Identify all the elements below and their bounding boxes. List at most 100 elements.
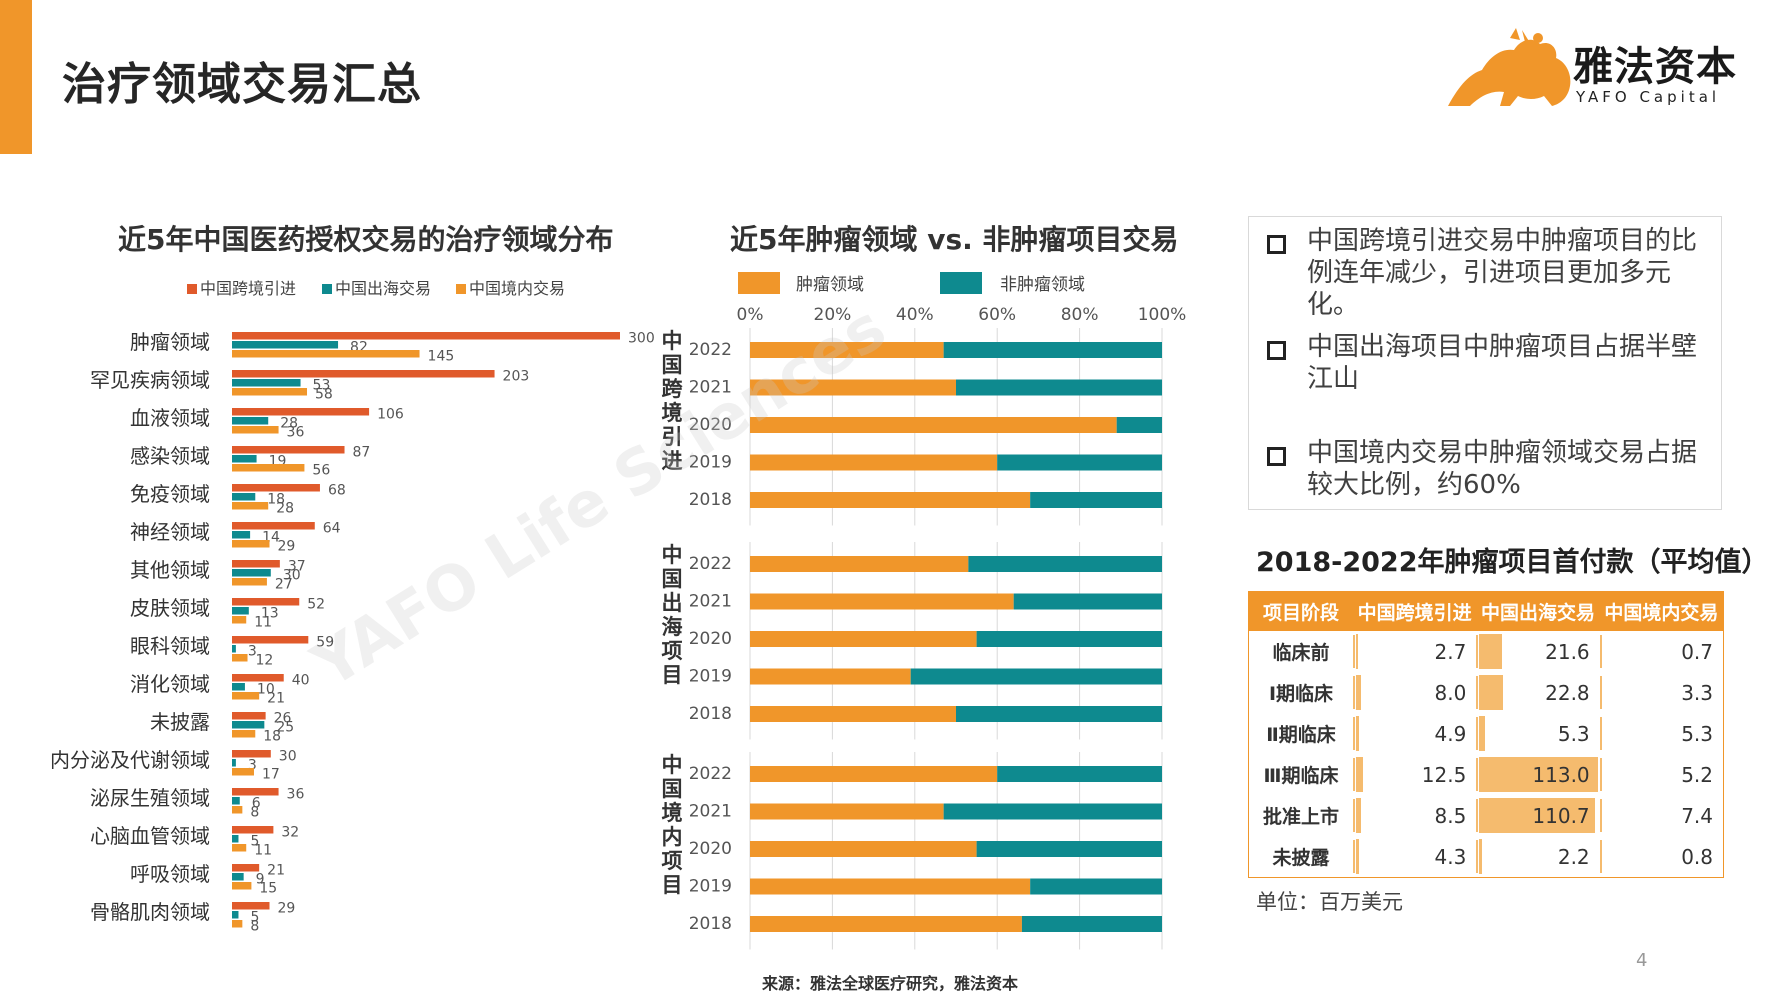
data-bar xyxy=(232,598,300,606)
data-label: 11 xyxy=(254,843,272,859)
data-label: 8 xyxy=(250,919,259,935)
data-bar xyxy=(232,607,249,615)
value-cell: 0.7 xyxy=(1599,631,1724,672)
category-label: 消化领域 xyxy=(130,672,210,696)
value-cell: 110.7 xyxy=(1476,795,1599,836)
table-header-cell: 项目阶段 xyxy=(1248,591,1353,631)
legend-label: 中国跨境引进 xyxy=(200,279,296,298)
cell-divider xyxy=(1476,717,1479,750)
data-bar xyxy=(1356,675,1361,710)
data-label: 37 xyxy=(288,559,306,575)
stage-cell: 未披露 xyxy=(1272,847,1330,869)
tumor-bar-segment xyxy=(750,878,1031,895)
data-bar xyxy=(1356,757,1364,792)
value-cell: 4.3 xyxy=(1353,836,1476,878)
tumor-bar-segment xyxy=(750,593,1014,610)
legend-swatch xyxy=(738,272,780,294)
group-label: 中国跨境引进 xyxy=(662,329,684,473)
tumor-bar-segment xyxy=(750,379,956,396)
non-tumor-bar-segment xyxy=(943,342,1162,358)
data-bar xyxy=(232,882,252,890)
non-tumor-bar-segment xyxy=(1013,593,1162,610)
non-tumor-bar-segment xyxy=(1030,878,1162,895)
cell-divider xyxy=(1353,717,1355,750)
data-bar xyxy=(232,408,370,416)
data-bar xyxy=(1356,798,1362,833)
data-bar xyxy=(232,730,256,738)
cell-divider xyxy=(1353,676,1355,709)
value-cell: 7.4 xyxy=(1599,795,1724,836)
data-label: 5 xyxy=(250,910,259,926)
data-bar xyxy=(232,911,239,919)
year-label: 2018 xyxy=(689,914,732,934)
value-text: 2.7 xyxy=(1434,639,1467,664)
non-tumor-bar-segment xyxy=(1030,492,1162,508)
data-label: 3 xyxy=(248,644,257,660)
table-title: 2018-2022年肿瘤项目首付款（平均值） xyxy=(1256,547,1769,578)
source-note: 来源：雅法全球医疗研究，雅法资本 xyxy=(762,974,1019,993)
year-label: 2021 xyxy=(689,802,732,822)
data-label: 29 xyxy=(278,901,296,917)
x-tick-label: 100% xyxy=(1138,305,1187,325)
cell-divider xyxy=(1599,758,1602,791)
title-accent-bar xyxy=(0,0,32,154)
unit-note: 单位：百万美元 xyxy=(1256,890,1403,914)
tumor-bar-segment xyxy=(750,492,1031,508)
value-text: 8.5 xyxy=(1434,803,1467,828)
non-tumor-bar-segment xyxy=(997,454,1162,471)
data-label: 3 xyxy=(248,758,257,774)
table-row: Ⅱ期临床 4.9 5.3 5.3 xyxy=(1249,713,1724,754)
data-bar xyxy=(232,768,254,776)
year-label: 2019 xyxy=(689,667,732,687)
group-label: 中国出海项目 xyxy=(662,543,683,687)
data-bar xyxy=(1479,716,1485,751)
data-label: 36 xyxy=(287,425,305,441)
key-findings-box: 中国跨境引进交易中肿瘤项目的比例连年减少，引进项目更加多元化。 中国出海项目中肿… xyxy=(1248,216,1722,510)
checkbox-square-icon xyxy=(1267,341,1286,360)
data-bar xyxy=(232,484,320,492)
year-label: 2019 xyxy=(689,453,732,473)
value-text: 21.6 xyxy=(1545,639,1590,664)
data-bar xyxy=(232,636,309,644)
data-label: 15 xyxy=(259,881,277,897)
data-bar xyxy=(232,540,270,548)
data-bar xyxy=(232,835,239,843)
data-label: 6 xyxy=(252,796,261,812)
tumor-bar-segment xyxy=(750,803,944,820)
table-header-row: 项目阶段 中国跨境引进 中国出海交易 中国境内交易 xyxy=(1248,591,1724,631)
data-label: 5 xyxy=(250,834,259,850)
value-text: 3.3 xyxy=(1681,680,1713,705)
data-label: 18 xyxy=(263,729,281,745)
page-number: 4 xyxy=(1636,950,1648,971)
upfront-payment-table: 项目阶段 中国跨境引进 中国出海交易 中国境内交易 临床前 2.7 21.6 0.7 Ⅰ… xyxy=(1248,591,1724,878)
tumor-bar-segment xyxy=(750,841,977,857)
data-label: 8 xyxy=(250,805,259,821)
value-cell: 5.3 xyxy=(1599,713,1724,754)
data-bar xyxy=(232,379,301,387)
value-text: 113.0 xyxy=(1532,762,1590,787)
data-bar xyxy=(232,654,248,662)
year-label: 2022 xyxy=(689,340,732,360)
data-label: 87 xyxy=(353,445,371,461)
data-bar xyxy=(232,502,269,510)
legend-label: 肿瘤领域 xyxy=(796,275,864,295)
data-label: 30 xyxy=(279,749,297,765)
tumor-bar-segment xyxy=(750,668,911,685)
cell-divider xyxy=(1476,635,1479,668)
logo-name-en: YAFO Capital xyxy=(1576,88,1721,106)
data-label: 11 xyxy=(254,615,272,631)
category-label: 内分泌及代谢领域 xyxy=(50,748,210,772)
stage-cell: Ⅰ期临床 xyxy=(1268,683,1334,705)
category-label: 未披露 xyxy=(150,710,210,734)
cell-divider xyxy=(1353,840,1355,873)
data-bar xyxy=(232,464,305,472)
cell-divider xyxy=(1599,717,1602,750)
table-row: Ⅲ期临床 12.5 113.0 5.2 xyxy=(1249,754,1724,795)
value-text: 8.0 xyxy=(1434,680,1467,705)
value-text: 22.8 xyxy=(1545,680,1590,705)
chart1-title: 近5年中国医药授权交易的治疗领域分布 xyxy=(118,223,614,256)
finding-text: 中国出海项目中肿瘤项目占据半壁江山 xyxy=(1307,332,1698,394)
logo-name-cn: 雅法资本 xyxy=(1573,44,1737,90)
value-text: 2.2 xyxy=(1557,844,1590,869)
